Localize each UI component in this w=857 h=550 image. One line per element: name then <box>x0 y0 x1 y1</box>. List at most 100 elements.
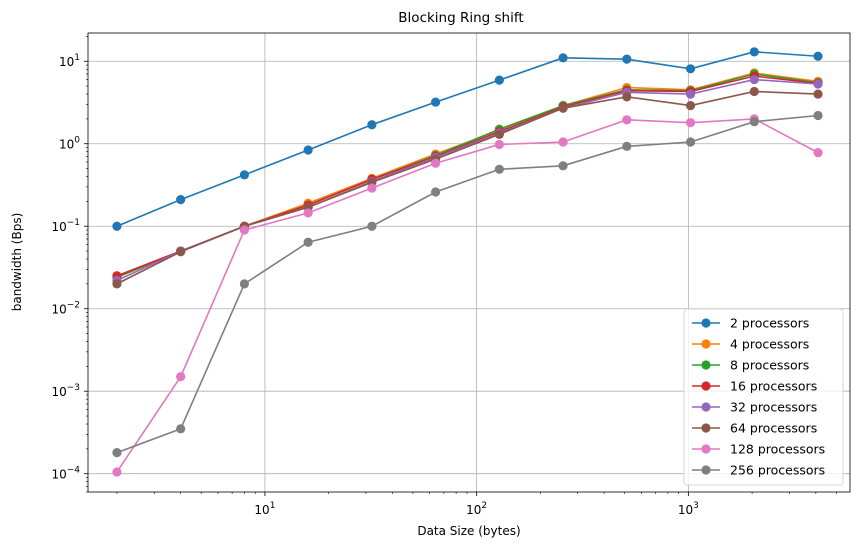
data-point <box>303 237 313 247</box>
legend-marker <box>701 381 711 391</box>
data-point <box>112 448 122 458</box>
data-point <box>685 137 696 147</box>
series-line <box>116 118 819 473</box>
legend-marker <box>701 444 711 454</box>
plot-frame <box>87 32 851 493</box>
series-layer <box>112 47 823 477</box>
data-point <box>239 279 250 289</box>
y-tick-label-exponent: −4 <box>67 466 81 476</box>
data-point <box>494 164 504 174</box>
y-tick-label-exponent: −1 <box>67 218 80 228</box>
legend-marker <box>701 465 711 475</box>
y-tick-label-exponent: −2 <box>67 301 80 311</box>
data-point <box>813 110 823 121</box>
legend-label: 8 processors <box>730 358 809 373</box>
legend-item: 64 processors <box>692 421 817 436</box>
series-2-processors <box>112 47 823 231</box>
y-tick-label-base: 10 <box>59 138 74 152</box>
legend-marker <box>701 360 711 370</box>
data-point <box>431 97 441 107</box>
legend-label: 128 processors <box>730 442 825 457</box>
legend-item: 256 processors <box>692 463 825 478</box>
legend-marker <box>701 402 711 412</box>
data-point <box>176 424 186 434</box>
y-tick-label: 10−4 <box>51 466 80 482</box>
legend-marker <box>701 318 711 328</box>
data-point <box>494 129 504 139</box>
data-point <box>685 100 696 111</box>
data-point <box>622 92 632 102</box>
data-point <box>558 161 568 171</box>
data-point <box>685 64 696 74</box>
legend-label: 32 processors <box>730 400 817 415</box>
chart-title: Blocking Ring shift <box>398 10 523 26</box>
y-tick-label-base: 10 <box>51 303 66 317</box>
x-tick-label-base: 10 <box>254 503 269 517</box>
data-point <box>622 141 632 151</box>
legend-item: 2 processors <box>692 316 809 331</box>
legend-item: 4 processors <box>692 337 809 352</box>
legend-label: 64 processors <box>730 421 817 436</box>
series-line <box>116 114 819 454</box>
data-point <box>176 195 186 205</box>
series-128-processors <box>112 114 823 477</box>
data-point <box>813 89 823 99</box>
data-point <box>367 120 377 130</box>
y-tick-label-exponent: 0 <box>74 136 80 146</box>
data-point <box>112 467 122 477</box>
data-point <box>685 89 696 99</box>
legend-label: 16 processors <box>730 379 817 394</box>
data-point <box>367 221 377 231</box>
x-tick-label: 103 <box>678 501 699 517</box>
series-line <box>116 51 819 227</box>
data-point <box>176 247 186 257</box>
data-point <box>303 145 313 155</box>
data-point <box>112 279 122 289</box>
x-tick-label-base: 10 <box>466 503 481 517</box>
y-tick-label: 10−3 <box>51 383 80 399</box>
data-point <box>813 79 823 89</box>
data-point <box>176 372 186 382</box>
data-point <box>112 221 122 231</box>
legend-item: 32 processors <box>692 400 817 415</box>
legend-marker <box>701 339 711 349</box>
data-point <box>494 75 504 85</box>
legend-label: 2 processors <box>730 316 809 331</box>
legend-label: 256 processors <box>730 463 825 478</box>
data-point <box>749 74 759 85</box>
legend-marker <box>701 423 711 433</box>
legend-item: 16 processors <box>692 379 817 394</box>
data-point <box>558 137 568 147</box>
data-point <box>749 117 759 127</box>
series-256-processors <box>112 110 823 458</box>
x-tick-label: 102 <box>466 501 487 517</box>
x-axis-ticks: 101 102 103 <box>254 492 699 517</box>
legend-item: 8 processors <box>692 358 809 373</box>
data-point <box>558 103 568 113</box>
data-point <box>558 53 568 63</box>
legend-box <box>683 308 844 486</box>
data-point <box>685 118 696 128</box>
data-point <box>431 158 441 168</box>
legend-label: 4 processors <box>730 337 809 352</box>
x-tick-label-exponent: 1 <box>270 501 276 511</box>
y-tick-label-base: 10 <box>51 468 66 482</box>
y-tick-label-exponent: 1 <box>74 53 80 63</box>
data-point <box>813 148 823 158</box>
data-point <box>431 187 441 197</box>
data-point <box>303 208 313 218</box>
data-point <box>749 86 759 97</box>
data-point <box>622 54 632 64</box>
x-tick-label: 101 <box>254 501 275 517</box>
y-tick-label: 100 <box>59 136 80 152</box>
y-tick-label: 101 <box>59 53 80 69</box>
y-tick-label-base: 10 <box>51 220 66 234</box>
y-axis-label: bandwidth (Bps) <box>10 213 24 312</box>
x-tick-label-exponent: 3 <box>693 501 699 511</box>
y-tick-label-base: 10 <box>51 385 66 399</box>
data-point <box>239 225 250 235</box>
data-point <box>622 115 632 125</box>
data-point <box>239 170 250 180</box>
